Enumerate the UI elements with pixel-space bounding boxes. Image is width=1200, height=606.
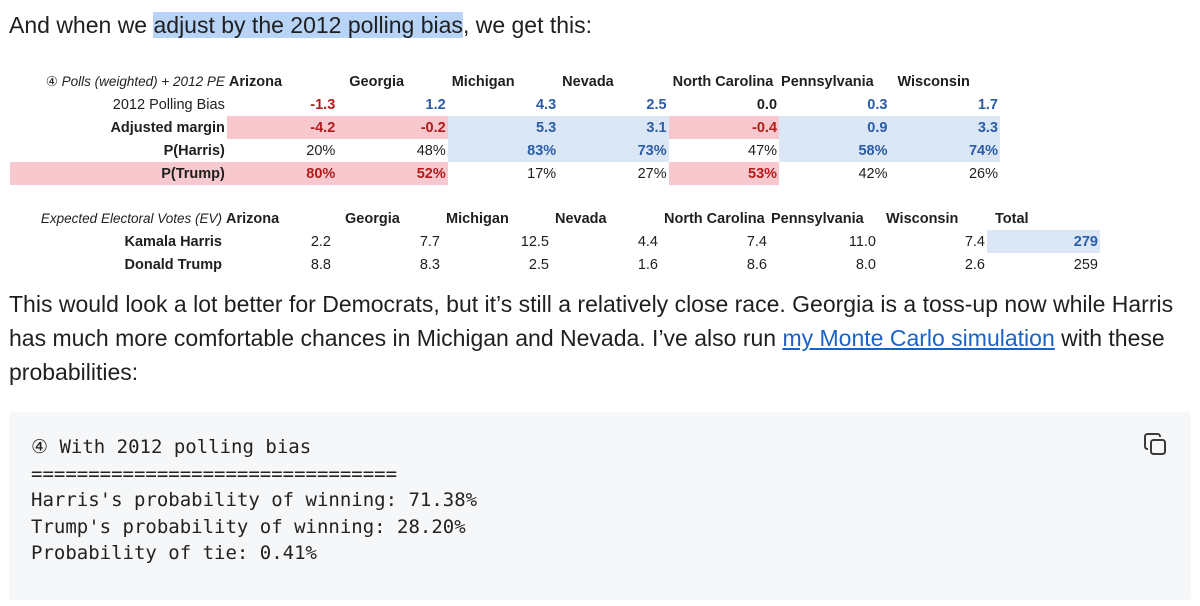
intro-highlight[interactable]: adjust by the 2012 polling bias xyxy=(153,12,463,38)
cell: 4.4 xyxy=(637,233,658,250)
cell: 2.6 xyxy=(964,256,985,273)
table1-row-p-trump: P(Trump) 80% 52% 17% 27% 53% 42% 26% xyxy=(10,162,1000,185)
total-cell: 279 xyxy=(987,230,1100,253)
cell: 11.0 xyxy=(848,233,876,250)
paragraph-text-2: with these probabilities: xyxy=(9,325,1165,385)
cell: 5.3 xyxy=(447,116,559,139)
total-cell: 259 xyxy=(1073,256,1098,273)
cell: 0.3 xyxy=(867,96,888,113)
row-label: P(Trump) xyxy=(10,162,227,185)
paragraph-text-1: This would look a lot better for Democra… xyxy=(9,291,1174,351)
cell: -1.3 xyxy=(310,96,336,113)
table2-col-nevada: Nevada xyxy=(555,210,607,227)
cell: 8.3 xyxy=(419,256,440,273)
row-label: Adjusted margin xyxy=(110,119,225,136)
code-line: Probability of tie: 0.41% xyxy=(31,542,317,564)
table1-header-row: ④ Polls (weighted) + 2012 PE Arizona Geo… xyxy=(10,70,1000,93)
table2-col-wisconsin: Wisconsin xyxy=(886,210,959,227)
table1-col-wisconsin: Wisconsin xyxy=(897,73,970,90)
table1-col-arizona: Arizona xyxy=(228,73,283,90)
table1-header-label: ④ Polls (weighted) + 2012 PE xyxy=(45,73,225,89)
cell: 3.3 xyxy=(889,116,1000,139)
cell: 8.0 xyxy=(855,256,876,273)
cell: 48% xyxy=(416,142,446,159)
expected-ev-table: Expected Electoral Votes (EV) Arizona Ge… xyxy=(10,207,1100,276)
cell: 2.5 xyxy=(528,256,549,273)
cell: 53% xyxy=(668,162,780,185)
cell: 83% xyxy=(447,139,559,162)
table2-col-pennsylvania: Pennsylvania xyxy=(771,210,864,227)
row-label: Kamala Harris xyxy=(124,233,222,250)
cell: 0.0 xyxy=(756,96,778,113)
cell: 4.3 xyxy=(535,96,557,113)
cell: 73% xyxy=(558,139,669,162)
intro-sentence: And when we adjust by the 2012 polling b… xyxy=(9,8,592,42)
table2-col-north-carolina: North Carolina xyxy=(664,210,765,227)
cell: 1.7 xyxy=(977,96,998,113)
table2-header-label: Expected Electoral Votes (EV) xyxy=(40,211,222,226)
table1-col-north-carolina: North Carolina xyxy=(672,73,774,90)
cell: 47% xyxy=(748,142,778,159)
cell: 17% xyxy=(527,165,557,182)
table2-col-georgia: Georgia xyxy=(345,210,400,227)
cell: 8.6 xyxy=(746,256,767,273)
cell: 26% xyxy=(968,165,998,182)
cell: -4.2 xyxy=(226,116,338,139)
cell: -0.4 xyxy=(668,116,780,139)
code-block[interactable]: ④ With 2012 polling bias ===============… xyxy=(9,412,1191,600)
table2-col-arizona: Arizona xyxy=(226,210,280,227)
table1-col-michigan: Michigan xyxy=(451,73,515,90)
cell: -0.2 xyxy=(337,116,448,139)
cell: 58% xyxy=(779,139,890,162)
table1-col-georgia: Georgia xyxy=(349,73,405,90)
cell: 7.4 xyxy=(746,233,767,250)
code-line: Harris's probability of winning: 71.38% xyxy=(31,489,478,511)
code-line: ④ With 2012 polling bias xyxy=(31,436,312,458)
cell: 20% xyxy=(306,142,336,159)
cell: 1.2 xyxy=(425,96,446,113)
intro-before: And when we xyxy=(9,12,154,38)
cell: 52% xyxy=(337,162,448,185)
cell: 8.8 xyxy=(310,256,331,273)
table2-col-total: Total xyxy=(995,210,1029,227)
code-line: Trump's probability of winning: 28.20% xyxy=(31,515,466,538)
row-label: 2012 Polling Bias xyxy=(112,96,225,113)
row-label: P(Harris) xyxy=(163,142,225,159)
cell: 1.6 xyxy=(637,256,658,273)
intro-after: , we get this: xyxy=(462,12,593,38)
table2-header-row: Expected Electoral Votes (EV) Arizona Ge… xyxy=(10,207,1100,230)
cell: 0.9 xyxy=(779,116,890,139)
table2-row-trump: Donald Trump 8.8 8.3 2.5 1.6 8.6 8.0 2.6… xyxy=(10,253,1100,276)
table2-col-michigan: Michigan xyxy=(446,210,509,227)
table2-row-harris: Kamala Harris 2.2 7.7 12.5 4.4 7.4 11.0 … xyxy=(10,230,1100,253)
code-line: ================================ xyxy=(31,462,398,485)
copy-icon[interactable] xyxy=(1143,432,1169,458)
cell: 12.5 xyxy=(520,233,549,250)
cell: 74% xyxy=(889,139,1000,162)
table1-col-pennsylvania: Pennsylvania xyxy=(781,73,874,90)
table1-row-polling-bias: 2012 Polling Bias -1.3 1.2 4.3 2.5 0.0 0… xyxy=(10,93,1000,116)
cell: 2.5 xyxy=(646,96,667,113)
polls-bias-table: ④ Polls (weighted) + 2012 PE Arizona Geo… xyxy=(10,70,1000,185)
cell: 3.1 xyxy=(558,116,669,139)
cell: 2.2 xyxy=(310,233,331,250)
table1-row-p-harris: P(Harris) 20% 48% 83% 73% 47% 58% 74% xyxy=(10,139,1000,162)
cell: 42% xyxy=(858,165,888,182)
cell: 7.4 xyxy=(964,233,985,250)
monte-carlo-link[interactable]: my Monte Carlo simulation xyxy=(782,325,1055,351)
cell: 27% xyxy=(637,165,667,182)
cell: 80% xyxy=(226,162,338,185)
row-label: Donald Trump xyxy=(124,256,222,273)
table1-col-nevada: Nevada xyxy=(562,73,614,90)
body-paragraph: This would look a lot better for Democra… xyxy=(9,287,1194,389)
code-content: ④ With 2012 polling bias ===============… xyxy=(31,434,477,567)
cell: 7.7 xyxy=(419,233,440,250)
table1-row-adjusted-margin: Adjusted margin -4.2 -0.2 5.3 3.1 -0.4 0… xyxy=(10,116,1000,139)
